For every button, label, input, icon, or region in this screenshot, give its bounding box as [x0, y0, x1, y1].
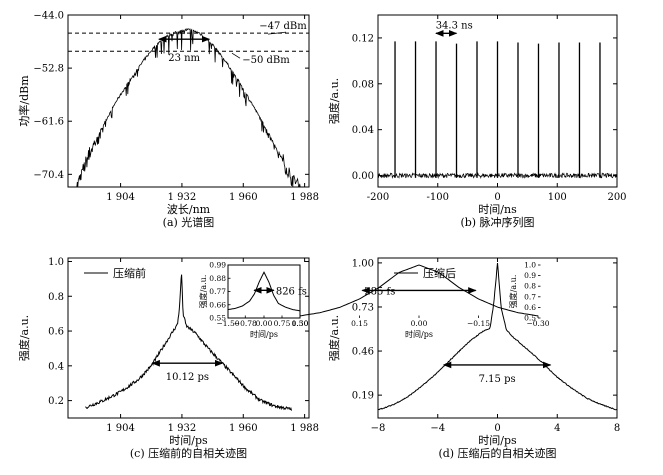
y-tick-label: 0.12	[352, 33, 374, 44]
panel-d: −8 −4 0 4 8 0.19 0.46 0.73 1.00 时间/ps 强度/a.u. (d) 压…	[292, 257, 620, 460]
y-tick-label: −44.0	[33, 11, 64, 22]
inset-y-tick-label: 1.0	[524, 261, 536, 270]
autocorrelation-line	[85, 274, 292, 411]
plot-frame	[377, 14, 618, 188]
inset-x-tick-label: −0.78	[234, 319, 257, 328]
y-tick-label: 1.0	[48, 257, 64, 268]
plot-frame	[67, 257, 310, 419]
x-axis-label: 时间/ns	[478, 203, 517, 216]
y-tick-label: 0.2	[48, 396, 64, 407]
ref-pointer	[267, 31, 287, 35]
ref-label: −50 dBm	[242, 55, 290, 66]
panel-c: 1 904 1 932 1 960 1 988 0.2 0.4 0.6 0.8 1.0 时间/ps…	[17, 257, 319, 460]
inset-line	[227, 271, 301, 312]
inset-c: −1.50−0.780.00 0.75 1.50 0.55 0.66 0.77 0.88 0.…	[198, 261, 309, 340]
inset-x-tick-label: 0.00	[256, 319, 273, 328]
x-tick-label: 1 904	[106, 192, 135, 203]
inset-x-axis-label: 时间/ps	[405, 329, 433, 339]
panel-caption: (c) 压缩前的自相关迹图	[130, 446, 247, 460]
inset-d: −0.30−0.150.000.150.300.50.60.70.80.91.0…	[292, 261, 550, 340]
inset-x-tick-label: 0.30	[292, 319, 309, 328]
inset-y-tick-label: 0.9	[524, 271, 536, 280]
x-tick-label: −4	[430, 423, 445, 434]
y-tick-label: 0.4	[48, 361, 64, 372]
inset-x-tick-label: −1.50	[217, 319, 240, 328]
panel-caption: (d) 压缩后的自相关迹图	[438, 446, 556, 460]
x-axis-label: 波长/nm	[167, 203, 211, 216]
fwhm-label: 10.12 ps	[166, 372, 209, 383]
inset-fwhm-label: 285 fs	[364, 286, 395, 297]
inset-y-tick-label: 0.77	[209, 287, 226, 296]
inset-y-tick-label: 0.66	[209, 300, 226, 309]
fwhm-label: 7.15 ps	[479, 374, 516, 385]
x-tick-label: 0	[494, 192, 500, 203]
inset-y-tick-label: 0.55	[209, 314, 226, 323]
y-tick-label: 0.6	[48, 327, 64, 338]
y-tick-label: −70.4	[33, 170, 64, 181]
y-axis-label: 强度/a.u.	[17, 315, 31, 361]
y-axis-label: 强度/a.u.	[327, 78, 341, 124]
period-label: 34.3 ns	[436, 20, 473, 31]
x-tick-label: 0	[494, 423, 500, 434]
x-tick-label: 1 988	[290, 192, 319, 203]
inset-x-tick-label: 1.50	[292, 319, 309, 328]
y-tick-label: 1.00	[352, 258, 374, 269]
x-tick-label: 1 932	[168, 423, 197, 434]
x-axis-label: 时间/ps	[169, 434, 208, 447]
panel-caption: (a) 光谱图	[163, 215, 215, 229]
inset-x-tick-label: 0.00	[411, 319, 428, 328]
inset-x-tick-label: −0.15	[467, 319, 490, 328]
inset-line	[299, 264, 539, 317]
y-tick-label: 0.00	[352, 171, 374, 182]
y-tick-label: 0.8	[48, 292, 64, 303]
inset-x-tick-label: 0.15	[351, 319, 368, 328]
panel-caption: (b) 脉冲序列图	[460, 215, 534, 229]
y-tick-label: −52.8	[33, 64, 64, 75]
x-axis-label: 时间/ps	[478, 434, 517, 447]
x-tick-label: 4	[554, 423, 560, 434]
x-tick-label: 100	[548, 192, 567, 203]
x-tick-label: 1 904	[106, 423, 135, 434]
inset-y-tick-label: 0.5	[524, 314, 536, 323]
y-tick-label: 0.08	[352, 79, 374, 90]
x-tick-label: 8	[614, 423, 620, 434]
panel-b: -200 -100 0 100 200 0.00 0.04 0.08 0.12 时间/ns 强度/a…	[327, 14, 627, 229]
spectrum-line	[76, 27, 301, 187]
y-tick-label: 0.19	[352, 391, 374, 402]
inset-y-axis-label: 强度/a.u.	[508, 275, 518, 309]
x-tick-label: 1 932	[168, 192, 197, 203]
inset-fwhm-label: 826 fs	[276, 286, 307, 297]
inset-x-axis-label: 时间/ps	[250, 329, 278, 339]
x-tick-label: −8	[371, 423, 386, 434]
width-label: 23 nm	[168, 53, 200, 64]
inset-y-tick-label: 0.99	[209, 261, 226, 270]
y-tick-label: 0.46	[352, 347, 374, 358]
plot-frame	[67, 14, 310, 188]
inset-y-tick-label: 0.7	[524, 292, 536, 301]
inset-x-tick-label: −0.30	[527, 319, 550, 328]
x-tick-label: 200	[607, 192, 626, 203]
y-axis-label: 功率/dBm	[17, 75, 31, 127]
inset-y-tick-label: 0.8	[524, 282, 536, 291]
panel-a: 1 904 1 932 1 960 1 988 −44.0 −52.8 −61.6 −70.4…	[17, 11, 319, 230]
y-axis-label: 强度/a.u.	[327, 315, 341, 361]
ref-pointer	[231, 52, 241, 59]
x-tick-label: -100	[427, 192, 449, 203]
y-tick-label: 0.04	[352, 125, 374, 136]
y-tick-label: −61.6	[33, 117, 64, 128]
legend-label: 压缩前	[113, 266, 146, 280]
autocorrelation-line	[378, 263, 617, 411]
inset-x-tick-label: 0.75	[274, 319, 291, 328]
x-tick-label: 1 960	[229, 423, 258, 434]
y-tick-label: 0.73	[352, 302, 374, 313]
x-tick-label: 1 988	[290, 423, 319, 434]
inset-y-tick-label: 0.88	[209, 274, 226, 283]
ref-label: −47 dBm	[259, 21, 307, 32]
x-tick-label: -200	[367, 192, 389, 203]
inset-y-axis-label: 强度/a.u.	[198, 275, 208, 309]
x-tick-label: 1 960	[229, 192, 258, 203]
inset-y-tick-label: 0.6	[524, 303, 536, 312]
plot-frame	[377, 257, 618, 419]
